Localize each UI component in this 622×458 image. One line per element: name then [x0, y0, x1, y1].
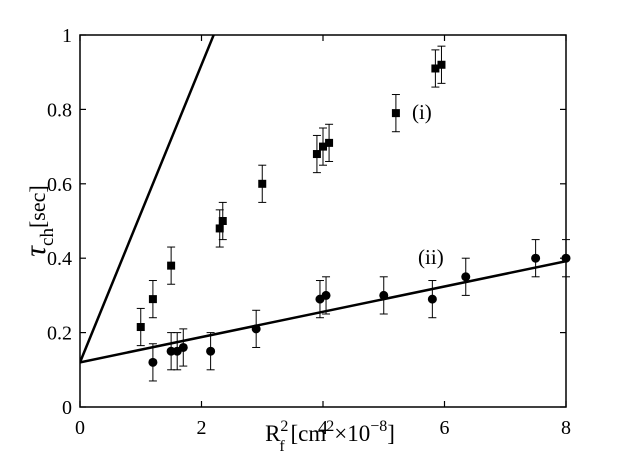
y-tick-label: 0	[62, 397, 72, 419]
x-axis-label-sup: 2	[280, 418, 288, 435]
y-tick-label: 1	[62, 25, 72, 47]
x-axis-label-sub: f	[279, 438, 285, 455]
data-point-square	[258, 179, 267, 188]
data-point-circle	[251, 324, 261, 334]
data-point-square	[319, 142, 327, 151]
data-point-square	[437, 60, 446, 69]
data-point-circle	[427, 294, 437, 304]
data-point-circle	[461, 272, 471, 282]
data-point-circle	[206, 346, 216, 356]
x-axis-label-unit-mid: 10	[347, 421, 370, 446]
data-point-square	[391, 109, 400, 118]
data-point-circle	[178, 342, 188, 352]
data-point-square	[431, 64, 440, 73]
series-annotation-1: (i)	[412, 100, 432, 124]
data-point-square	[218, 217, 227, 225]
x-axis-label-unit-sup: 2	[326, 418, 334, 435]
data-point-square	[167, 261, 176, 270]
data-point-square	[312, 150, 321, 159]
x-tick-label: 4	[318, 417, 328, 439]
x-axis-label-times: ×	[334, 421, 347, 446]
y-axis-label-unit: [sec]	[25, 185, 50, 228]
y-tick-label: 0.8	[47, 99, 72, 121]
data-point-circle	[531, 253, 541, 263]
data-point-circle	[321, 290, 331, 300]
x-tick-label: 6	[440, 417, 450, 439]
y-tick-label: 0.6	[47, 174, 72, 196]
data-point-circle	[148, 357, 158, 367]
y-tick-label: 0.4	[47, 248, 72, 270]
y-axis-label: τch[sec]	[19, 185, 58, 256]
x-axis-label-unit-close: ]	[387, 421, 395, 446]
data-point-circle	[379, 290, 389, 300]
data-point-square	[325, 138, 334, 147]
x-tick-label: 0	[75, 417, 85, 439]
data-point-circle	[561, 253, 571, 263]
data-point-square	[215, 224, 224, 233]
series-annotation-2: (ii)	[418, 245, 444, 269]
x-axis-label-unit-exp: −8	[370, 418, 387, 435]
y-tick-label: 0.2	[47, 323, 72, 345]
fit-line-2	[80, 259, 566, 364]
x-tick-label: 8	[561, 417, 571, 439]
x-tick-label: 2	[197, 417, 207, 439]
fit-line-1	[80, 35, 216, 363]
data-point-square	[148, 295, 157, 304]
y-axis-label-sub: ch	[37, 228, 58, 246]
x-axis-label-unit-open: [cm	[285, 421, 327, 446]
x-axis-label: R2 f [cm2×10−8]	[265, 418, 395, 455]
data-point-square	[136, 323, 145, 332]
x-axis-label-main: R	[265, 421, 281, 446]
y-axis-label-main: τ	[19, 245, 52, 257]
